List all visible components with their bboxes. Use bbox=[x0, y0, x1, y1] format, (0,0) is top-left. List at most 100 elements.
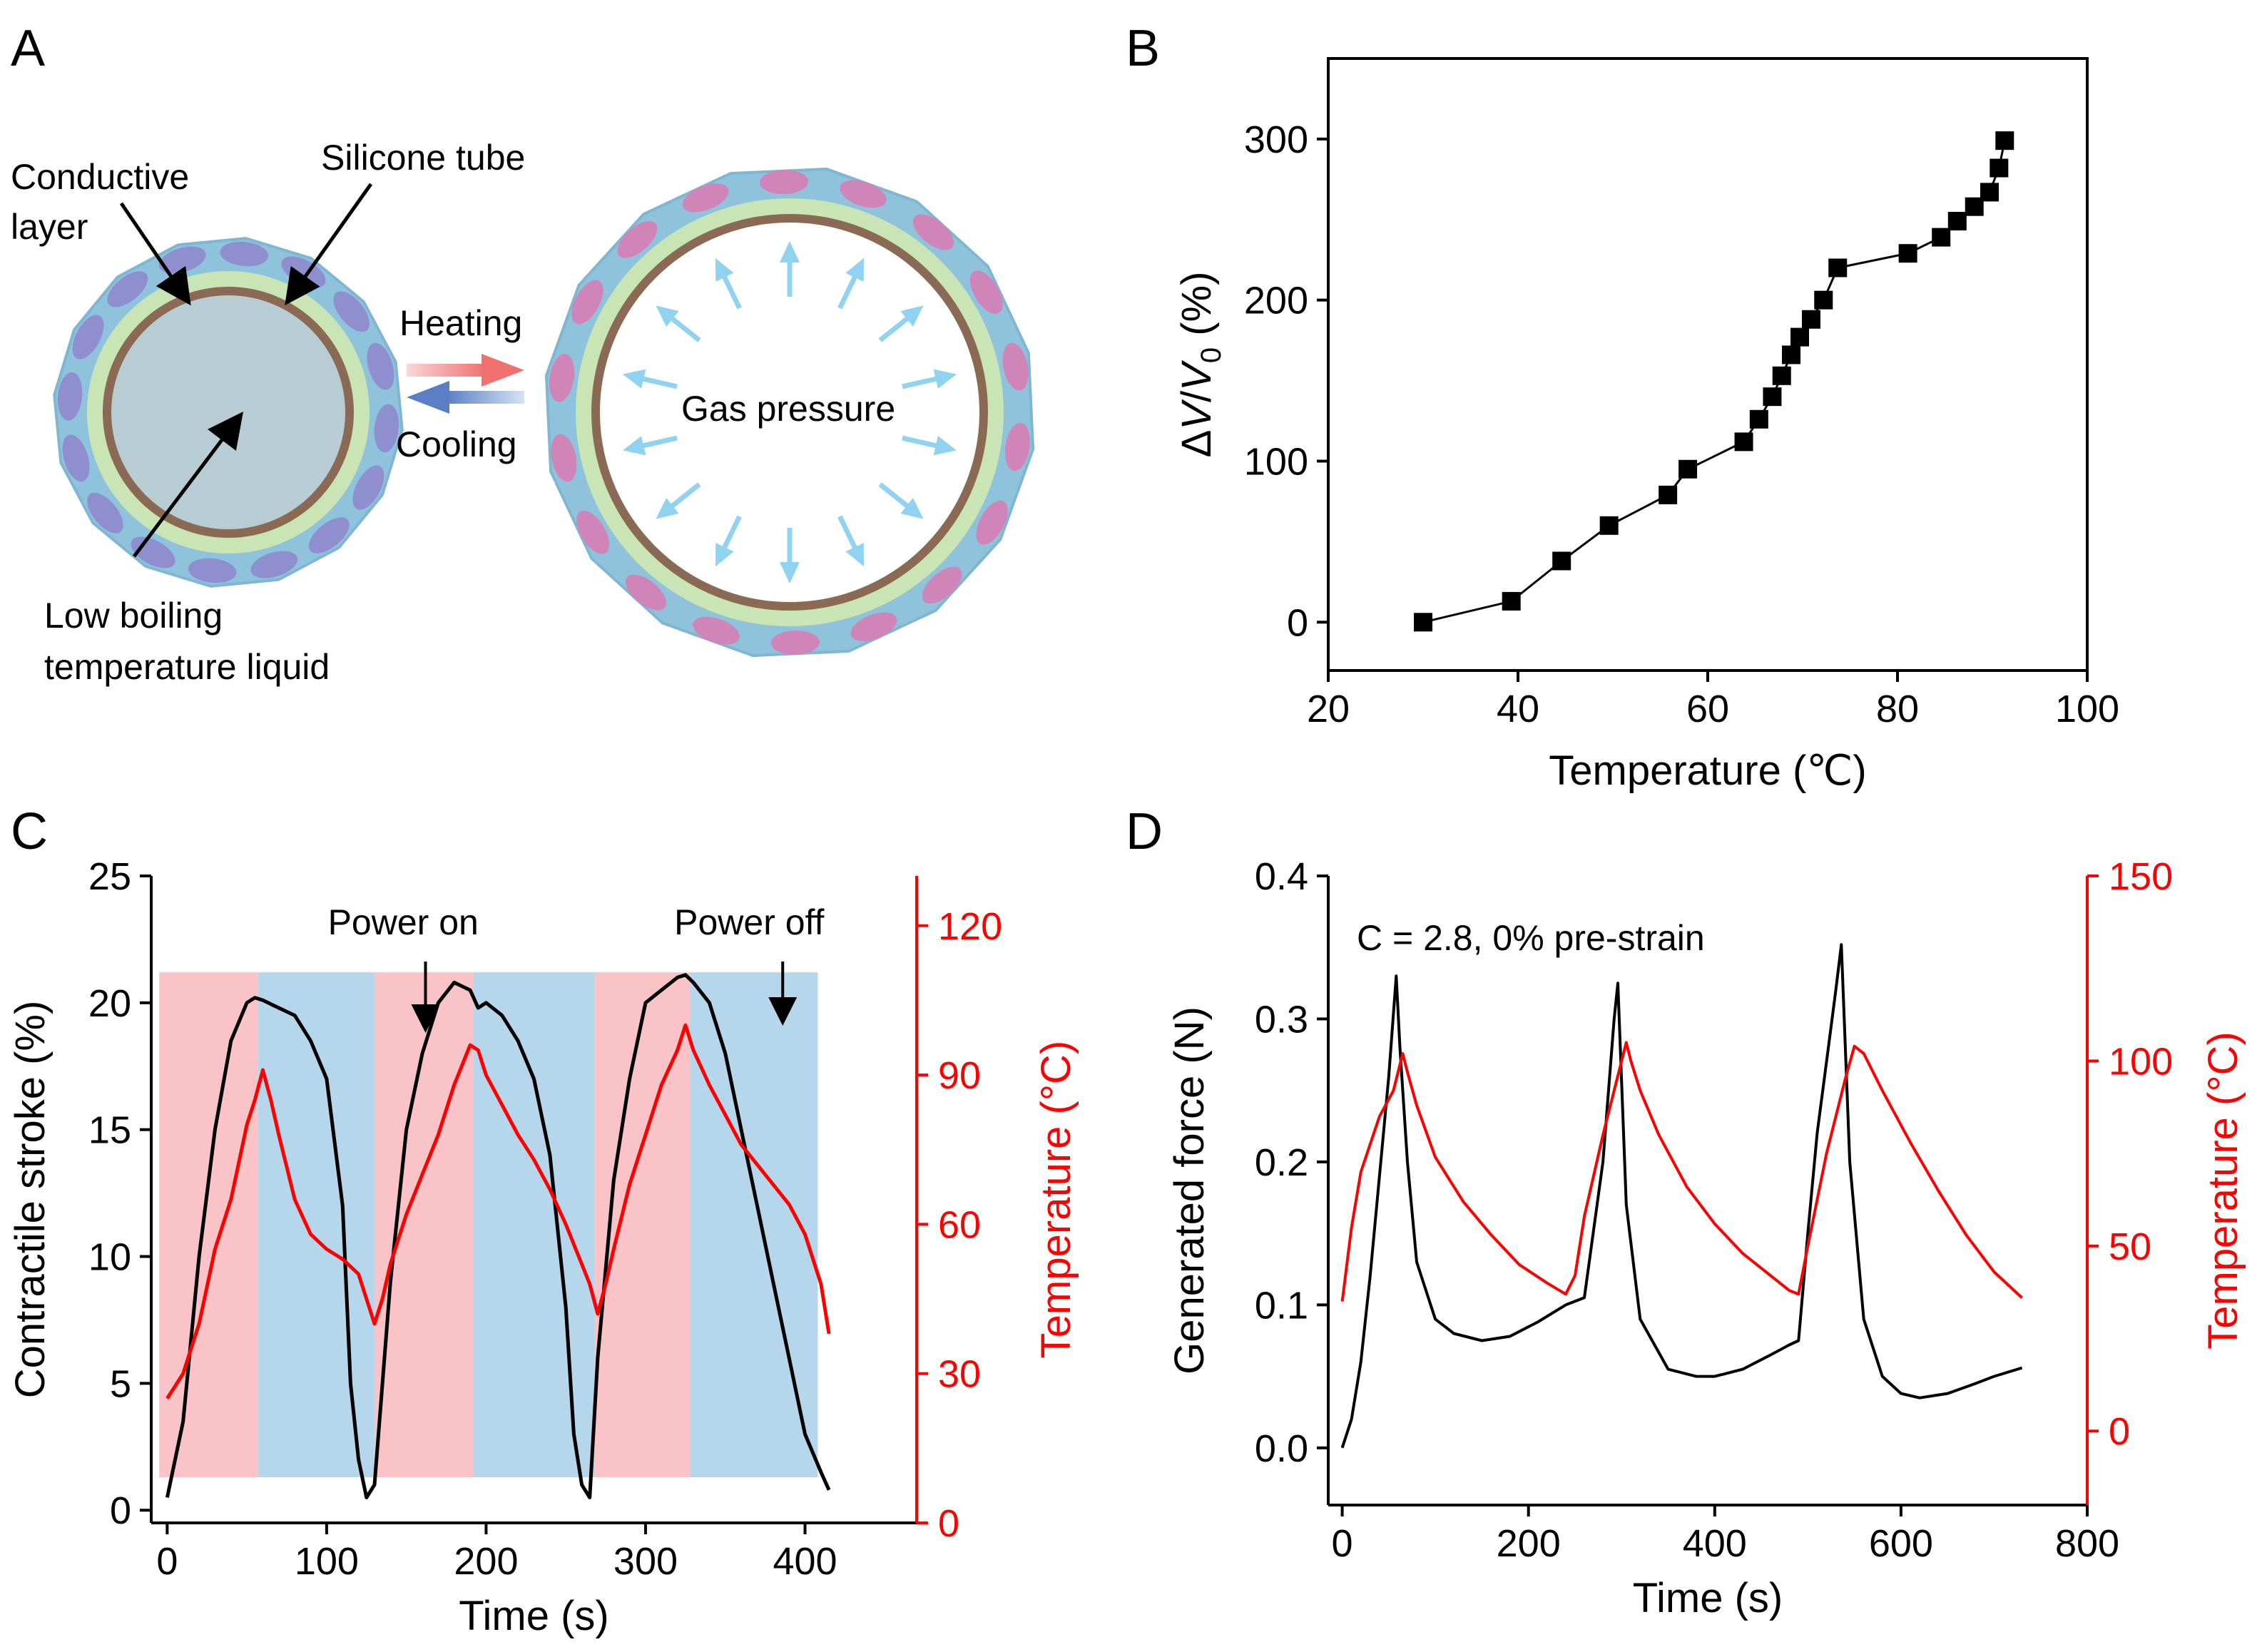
panel-label-b: B bbox=[1126, 20, 1160, 77]
heating-interval-shade bbox=[374, 972, 474, 1477]
sleeve-fiber bbox=[72, 315, 104, 360]
y-axis-label-part: / bbox=[1173, 390, 1220, 402]
sleeve-fiber bbox=[551, 434, 577, 482]
sleeve-fiber bbox=[922, 566, 962, 604]
plot-frame bbox=[1327, 57, 2089, 672]
sleeve-fiber bbox=[220, 241, 269, 267]
heated-actuator-cross-section bbox=[544, 167, 1035, 658]
y-tick-label: 100 bbox=[1244, 440, 1308, 483]
y-left-axis-label: Generated force (N) bbox=[1166, 1006, 1213, 1375]
data-point bbox=[1828, 258, 1848, 277]
x-tick-label: 400 bbox=[1683, 1522, 1747, 1565]
panel-label-a: A bbox=[11, 20, 45, 77]
sleeve-fiber bbox=[333, 291, 370, 332]
y-axis-label: ΔV/V0 (%) bbox=[1173, 272, 1227, 458]
sleeve-fiber bbox=[374, 404, 399, 453]
data-point bbox=[1995, 131, 2014, 151]
y-axis-label-part: V bbox=[1173, 399, 1220, 430]
pointer-liquid-arrow bbox=[133, 412, 244, 558]
sleeve-fiber bbox=[571, 280, 603, 325]
data-point bbox=[1749, 409, 1768, 429]
data-point bbox=[1932, 228, 1951, 247]
panel-label-c: C bbox=[11, 803, 48, 860]
data-point bbox=[1659, 485, 1678, 504]
series-line-right bbox=[165, 1023, 831, 1399]
data-point bbox=[1990, 158, 2009, 178]
label-cooling: Cooling bbox=[396, 424, 517, 464]
x-tick-label: 300 bbox=[613, 1540, 678, 1583]
x-axis-label: Time (s) bbox=[1633, 1575, 1783, 1621]
sleeve-fiber bbox=[976, 500, 1008, 545]
data-point bbox=[1980, 183, 1999, 202]
data-point bbox=[1790, 327, 1810, 347]
x-tick-label: 100 bbox=[295, 1540, 359, 1583]
sleeve-fiber bbox=[912, 214, 954, 250]
sleeve-fiber bbox=[188, 558, 237, 583]
y-tick-label: 200 bbox=[1244, 280, 1308, 322]
sleeve-fiber bbox=[693, 616, 740, 645]
y-left-tick-label: 0 bbox=[110, 1489, 131, 1532]
data-point bbox=[1599, 516, 1619, 535]
x-tick-label: 60 bbox=[1686, 688, 1729, 730]
y-right-tick-label: 0 bbox=[938, 1502, 959, 1545]
y-left-tick-label: 0.3 bbox=[1255, 998, 1308, 1041]
y-right-tick-label: 0 bbox=[2109, 1410, 2130, 1453]
annotation-condition: C = 2.8, 0% pre-strain bbox=[1357, 918, 1705, 958]
cooling-arrow-icon bbox=[407, 381, 449, 414]
data-point bbox=[1678, 459, 1698, 479]
x-tick-label: 600 bbox=[1869, 1522, 1933, 1565]
sleeve-fiber bbox=[1002, 342, 1029, 391]
panel-d-chart: 0 200 400 600 800 0.0 0.1 0.2 0.3 0.4 0 50 100 150 Tim… bbox=[1166, 855, 2246, 1621]
data-point bbox=[1947, 212, 1967, 231]
y-right-tick-label: 150 bbox=[2109, 855, 2173, 898]
pressure-arrow-icon bbox=[780, 562, 800, 583]
pressure-arrow-icon bbox=[933, 436, 957, 456]
y-left-tick-label: 5 bbox=[110, 1362, 131, 1405]
data-point bbox=[1814, 290, 1833, 310]
x-tick-label: 800 bbox=[2055, 1522, 2119, 1565]
cooling-interval-shade bbox=[258, 972, 375, 1477]
y-tick-label: 300 bbox=[1244, 118, 1308, 161]
panel-label-d: D bbox=[1126, 803, 1163, 860]
heating-arrow-icon bbox=[482, 354, 524, 387]
label-conductive-layer-line2: layer bbox=[11, 207, 88, 247]
y-left-tick-label: 0.2 bbox=[1255, 1141, 1308, 1184]
cold-actuator-cross-section bbox=[53, 237, 404, 588]
sleeve-fiber bbox=[107, 271, 148, 307]
cooling-arrow-shaft bbox=[446, 391, 524, 404]
x-tick-label: 200 bbox=[454, 1540, 518, 1583]
sleeve-fiber bbox=[57, 372, 83, 421]
x-tick-label: 20 bbox=[1307, 688, 1350, 730]
pressure-arrow-icon bbox=[845, 543, 865, 567]
sleeve-fiber bbox=[625, 574, 667, 611]
y-axis-label-subscript: 0 bbox=[1196, 347, 1227, 363]
sleeve-fiber bbox=[682, 183, 729, 213]
x-tick-label: 0 bbox=[156, 1540, 178, 1583]
pressure-arrow-icon bbox=[933, 369, 957, 389]
label-heating: Heating bbox=[399, 303, 522, 343]
y-right-tick-label: 100 bbox=[2109, 1040, 2173, 1083]
pressure-arrow-icon bbox=[900, 305, 924, 327]
pressure-arrow-icon bbox=[900, 498, 924, 519]
x-tick-label: 0 bbox=[1332, 1522, 1353, 1565]
series-line-left bbox=[165, 973, 831, 1499]
y-right-tick-label: 120 bbox=[938, 905, 1002, 948]
y-tick-label: 0 bbox=[1287, 601, 1308, 644]
label-gas-pressure: Gas pressure bbox=[681, 389, 895, 429]
data-point bbox=[1772, 366, 1791, 385]
pressure-arrow-icon bbox=[780, 241, 800, 262]
y-right-axis-label: Temperature (°C) bbox=[2200, 1031, 2246, 1349]
y-left-tick-label: 0.0 bbox=[1255, 1427, 1308, 1470]
heating-interval-shade bbox=[159, 972, 258, 1477]
x-axis-label: Temperature (℃) bbox=[1549, 748, 1866, 794]
data-point bbox=[1782, 345, 1801, 364]
conductive-layer-ring bbox=[591, 214, 988, 611]
pressure-arrow-icon bbox=[715, 543, 734, 567]
label-liquid-line1: Low boiling bbox=[44, 596, 223, 636]
x-tick-label: 400 bbox=[773, 1540, 837, 1583]
sleeve-fiber bbox=[367, 342, 394, 390]
data-point bbox=[1763, 387, 1782, 407]
sleeve-fiber bbox=[969, 270, 1003, 315]
cooling-interval-shade bbox=[473, 972, 595, 1477]
